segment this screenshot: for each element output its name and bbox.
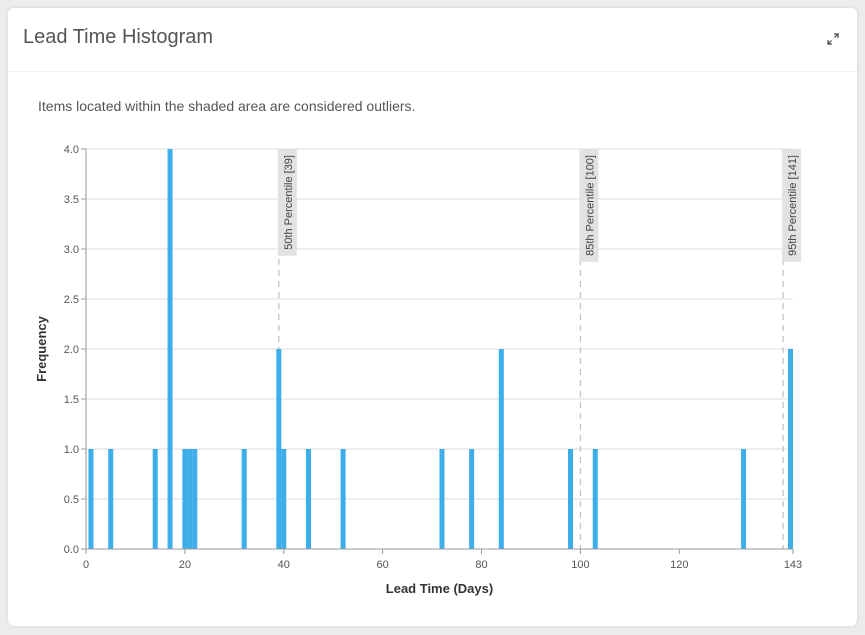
x-tick-label: 80 <box>475 559 487 571</box>
x-tick-label: 100 <box>571 559 589 571</box>
percentile-labels: 50th Percentile [39] 85th Percentile [100… <box>277 149 802 262</box>
histogram-bar <box>108 449 114 549</box>
x-axis-title: Lead Time (Days) <box>386 581 493 596</box>
histogram-bar <box>568 449 574 549</box>
histogram-bar <box>276 349 282 549</box>
y-axis-title: Frequency <box>34 315 49 382</box>
histogram-bar <box>152 449 158 549</box>
x-tick-label: 20 <box>179 559 191 571</box>
y-tick-label: 1.0 <box>64 444 79 456</box>
percentile-label-text: 95th Percentile [141] <box>787 155 799 256</box>
histogram-bars <box>88 149 793 549</box>
axes: 0.0 0.5 1.0 1.5 2.0 2.5 3.0 3.5 4.0 0 20 40 60 80 100 1… <box>64 144 802 571</box>
chart-subtitle: Items located within the shaded area are… <box>38 98 416 114</box>
expand-icon[interactable] <box>826 32 840 46</box>
card-title: Lead Time Histogram <box>23 26 214 48</box>
histogram-bar <box>192 449 198 549</box>
percentile-label: 85th Percentile [100] <box>579 149 599 262</box>
y-tick-label: 4.0 <box>64 144 79 156</box>
histogram-bar <box>241 449 247 549</box>
histogram-bar <box>88 449 94 549</box>
card-divider <box>8 71 857 72</box>
x-tick-label: 120 <box>670 559 688 571</box>
histogram-bar <box>469 449 475 549</box>
y-tick-label: 3.0 <box>64 244 79 256</box>
histogram-bar <box>498 349 504 549</box>
y-tick-label: 2.0 <box>64 344 79 356</box>
percentile-label: 50th Percentile [39] <box>277 149 297 256</box>
y-tick-label: 1.5 <box>64 394 79 406</box>
percentile-label-background <box>782 149 802 262</box>
histogram-bar <box>340 449 346 549</box>
histogram-bar <box>187 449 193 549</box>
histogram-bar <box>741 449 747 549</box>
y-tick-label: 0.0 <box>64 544 79 556</box>
percentile-label: 95th Percentile [141] <box>782 149 802 262</box>
x-tick-label: 60 <box>377 559 389 571</box>
histogram-bar <box>592 449 598 549</box>
histogram-bar <box>167 149 173 549</box>
percentile-label-background <box>579 149 599 262</box>
x-tick-label: 0 <box>83 559 89 571</box>
y-tick-label: 3.5 <box>64 194 79 206</box>
expand-icon-glyph <box>827 33 839 45</box>
histogram-bar <box>439 449 445 549</box>
grid-lines <box>86 148 793 550</box>
lead-time-histogram-card: Lead Time Histogram Items located within… <box>8 8 857 626</box>
histogram-bar <box>305 449 311 549</box>
y-tick-label: 0.5 <box>64 494 79 506</box>
histogram-bar <box>182 449 188 549</box>
percentile-label-text: 50th Percentile [39] <box>283 155 295 250</box>
histogram-bar <box>788 349 793 549</box>
percentile-label-background <box>277 149 297 256</box>
y-tick-label: 2.5 <box>64 294 79 306</box>
histogram-bar <box>281 449 287 549</box>
x-tick-label: 143 <box>784 559 802 571</box>
percentile-label-text: 85th Percentile [100] <box>584 155 596 256</box>
x-tick-label: 40 <box>278 559 290 571</box>
